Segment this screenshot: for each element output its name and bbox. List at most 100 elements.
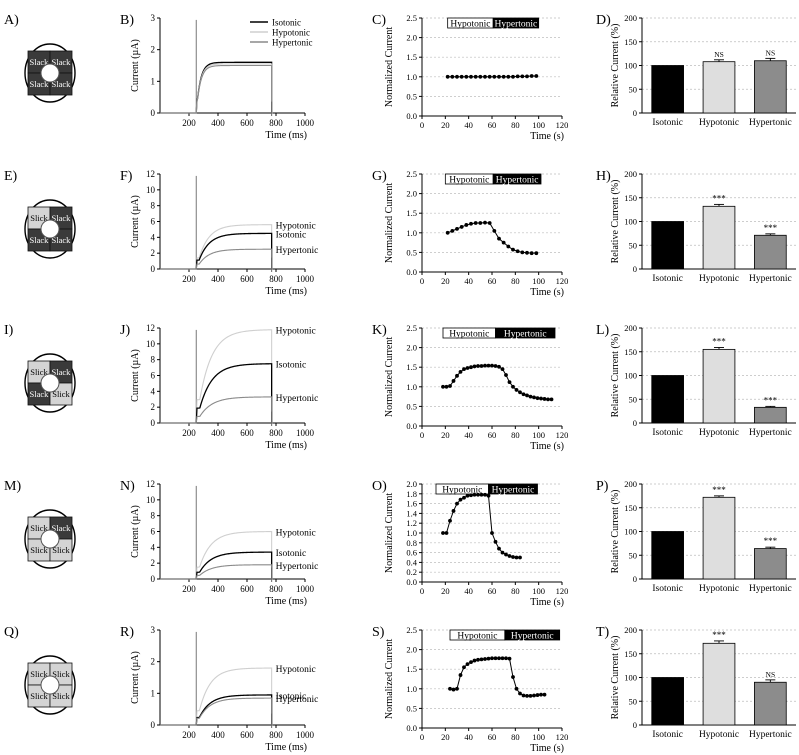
subunit-label: Slack [52, 79, 72, 89]
data-point [492, 228, 497, 233]
data-point [469, 221, 473, 226]
data-point [514, 555, 519, 560]
subunit-label: Slick [30, 367, 48, 377]
y-tick-label: 0 [633, 574, 637, 584]
bar-isotonic [651, 65, 684, 114]
subunit-label: Slick [30, 523, 48, 533]
y-axis-label: Relative Current (%) [610, 490, 621, 574]
x-tick-label: 80 [511, 586, 520, 596]
y-tick-label: 1.0 [406, 528, 417, 538]
data-point [458, 370, 463, 374]
y-tick-label: 0 [633, 264, 637, 274]
legend-entry: Hypotonic [272, 28, 310, 38]
y-tick-label: 50 [629, 240, 638, 250]
category-label: Hypertonic [749, 428, 792, 438]
data-point [514, 686, 519, 691]
y-axis-label: Current (µA) [130, 505, 141, 558]
data-point [534, 251, 539, 256]
x-tick-label: 40 [464, 732, 473, 742]
x-tick-label: 20 [441, 276, 450, 286]
y-tick-label: 1.2 [406, 518, 417, 528]
channel-ring [24, 509, 76, 569]
significance-label: *** [764, 536, 778, 546]
subunit-label: Slack [52, 235, 72, 245]
data-point [479, 492, 484, 497]
data-point [455, 373, 459, 378]
data-point [455, 226, 459, 231]
trace-hypotonic [160, 224, 273, 270]
y-axis-label: Relative Current (%) [610, 24, 621, 108]
y-tick-label: 8 [151, 201, 156, 211]
x-tick-label: 0 [420, 276, 424, 286]
data-point [493, 656, 498, 661]
current-trace-panel: F) 0 2 4 6 8 10 12 200 400 600 800 1000 Time (ms) Curr… [120, 169, 318, 297]
data-point [500, 656, 505, 661]
y-axis-label: Current (µA) [130, 349, 141, 402]
y-tick-label: 0.6 [406, 548, 417, 558]
data-point [542, 397, 547, 401]
y-tick-label: 1.5 [406, 664, 417, 674]
category-label: Hypertonic [749, 274, 792, 284]
trace-label-hypotonic: Hypotonic [276, 222, 316, 232]
data-point [455, 686, 459, 691]
x-tick-label: 0 [420, 732, 424, 742]
y-tick-label: 0.0 [406, 421, 417, 431]
hypotonic-label: Hypotonic [449, 176, 489, 186]
bar-isotonic [651, 375, 684, 424]
hypotonic-label: Hypotonic [442, 486, 482, 496]
bar-isotonic [651, 221, 684, 270]
data-point [487, 221, 492, 225]
x-tick-label: 200 [182, 274, 196, 284]
y-tick-label: 4 [151, 232, 156, 242]
data-point [493, 539, 498, 544]
y-tick-label: 1.0 [406, 382, 417, 392]
category-label: Isotonic [652, 730, 683, 740]
y-tick-label: 1.0 [406, 72, 417, 82]
y-tick-label: 1 [151, 688, 156, 698]
data-point [535, 396, 540, 401]
panel-label: H) [596, 169, 611, 184]
y-tick-label: 1.0 [406, 228, 417, 238]
x-tick-label: 100 [532, 732, 545, 742]
data-point [465, 662, 470, 667]
channel-schematic: Slick Slick Slick Slick [24, 655, 76, 715]
data-point [525, 250, 529, 255]
timecourse-panel: G) 0.0 0.5 1.0 1.5 2.0 2.5 0 20 40 60 80 100 120Time … [372, 169, 568, 298]
x-axis-label: Time (s) [530, 743, 564, 754]
subunit-label: Slick [52, 669, 70, 679]
y-tick-label: 1.5 [406, 52, 417, 62]
x-tick-label: 200 [182, 730, 196, 740]
y-tick-label: 0.8 [406, 538, 417, 548]
condition-bar: Hypotonic Hypertonic [449, 629, 561, 642]
trace-label-hypertonic: Hypertonic [276, 695, 319, 705]
y-tick-label: 50 [629, 394, 638, 404]
current-trace-panel: R) 0 1 2 3 200 400 600 800 1000 Time (ms) Current (… [120, 625, 318, 753]
x-tick-label: 600 [240, 428, 254, 438]
significance-label: NS [766, 48, 776, 57]
data-point [479, 364, 484, 368]
data-point [532, 395, 536, 400]
data-point [458, 673, 463, 677]
y-tick-label: 2 [151, 45, 156, 55]
data-point [525, 74, 529, 79]
y-tick-label: 150 [624, 37, 637, 47]
x-tick-label: 400 [211, 118, 225, 128]
channel-ring [24, 655, 76, 715]
x-tick-label: 1000 [296, 428, 315, 438]
x-tick-label: 400 [211, 584, 225, 594]
panel-label: J) [120, 323, 130, 338]
data-point [469, 74, 473, 79]
data-point [445, 74, 450, 79]
panel-label: F) [120, 169, 133, 184]
subunit-label: Slack [30, 79, 50, 89]
data-point [492, 74, 497, 79]
data-point [490, 363, 494, 368]
hypertonic-bar [488, 483, 538, 495]
trace-isotonic [160, 61, 273, 114]
data-point [445, 230, 450, 235]
y-tick-label: 0 [633, 108, 637, 118]
